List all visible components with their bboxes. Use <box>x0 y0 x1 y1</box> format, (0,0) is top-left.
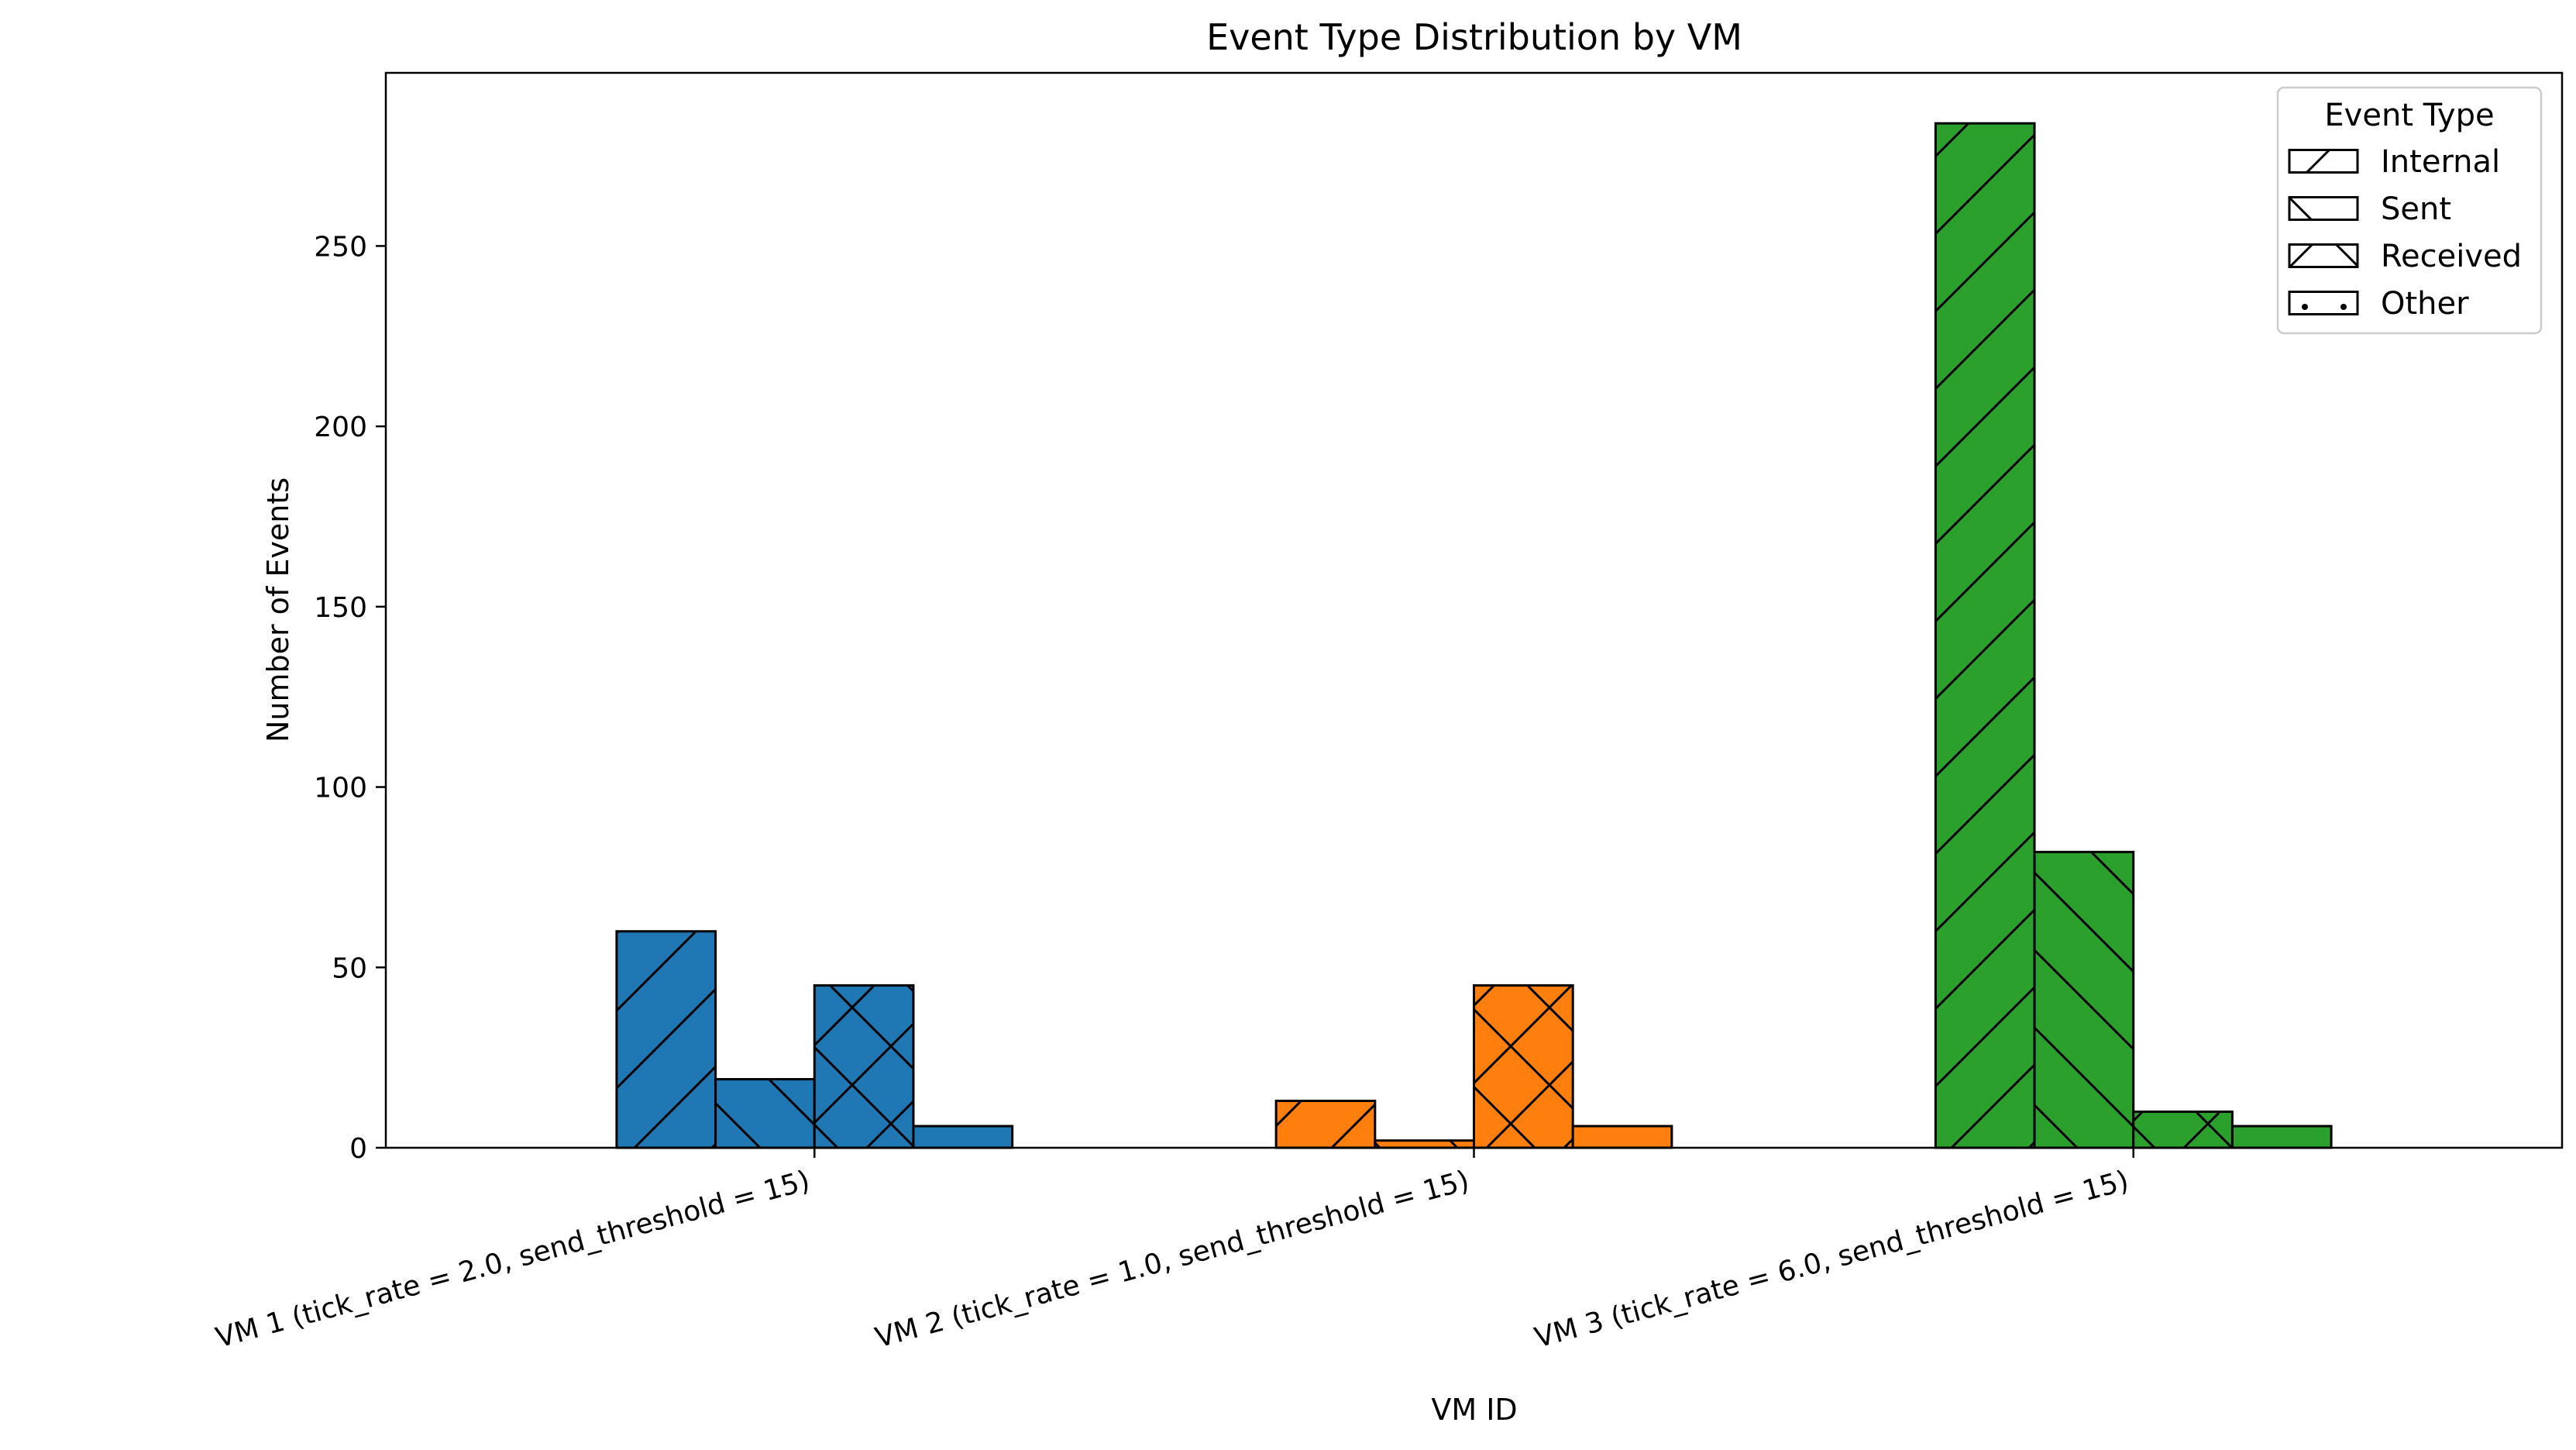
legend-label-internal: Internal <box>2381 144 2500 180</box>
legend-label-other: Other <box>2381 286 2469 322</box>
bar-hatch-vm2-other <box>1571 1125 1673 1149</box>
y-tick-label: 50 <box>332 952 367 984</box>
legend-swatch-sent <box>2288 196 2359 221</box>
y-tick-label: 100 <box>314 773 367 804</box>
legend-swatch-other <box>2288 291 2359 315</box>
bars-group <box>615 122 2333 1149</box>
y-axis-label: Number of Events <box>261 477 295 742</box>
bar-hatch-vm2-received <box>1473 984 1574 1149</box>
x-axis-ticks: VM 1 (tick_rate = 2.0, send_threshold = … <box>212 1148 2134 1355</box>
y-tick-label: 200 <box>314 412 367 443</box>
y-tick-label: 250 <box>314 231 367 263</box>
x-tick-label-vm2: VM 2 (tick_rate = 1.0, send_threshold = … <box>872 1165 1473 1354</box>
bar-hatch-vm2-internal <box>1274 1099 1377 1149</box>
bar-hatch-vm2-sent <box>1374 1139 1476 1149</box>
y-tick-label: 150 <box>314 592 367 624</box>
bar-hatch-vm1-other <box>912 1125 1014 1149</box>
legend-title: Event Type <box>2324 98 2494 133</box>
x-tick-label-vm3: VM 3 (tick_rate = 6.0, send_threshold = … <box>1532 1165 2132 1354</box>
bar-hatch-vm3-internal <box>1934 122 2036 1149</box>
legend-swatch-received <box>2288 243 2359 268</box>
bar-hatch-vm3-sent <box>2033 850 2135 1149</box>
y-tick-label: 0 <box>349 1133 367 1165</box>
chart-title: Event Type Distribution by VM <box>1206 16 1742 58</box>
plot-frame <box>384 71 2564 1149</box>
bar-hatch-vm1-received <box>813 984 915 1149</box>
legend-swatch-internal <box>2288 149 2359 174</box>
bar-hatch-vm1-sent <box>714 1078 816 1149</box>
x-axis-label: VM ID <box>1431 1393 1517 1427</box>
legend: Event Type Internal Sent Received Other <box>2276 86 2543 335</box>
bar-hatch-vm1-internal <box>615 930 717 1149</box>
x-tick-label-vm1: VM 1 (tick_rate = 2.0, send_threshold = … <box>212 1165 813 1354</box>
legend-label-received: Received <box>2381 239 2522 274</box>
legend-label-sent: Sent <box>2381 191 2451 227</box>
bar-hatch-vm3-other <box>2230 1125 2333 1149</box>
bar-hatch-vm3-received <box>2132 1110 2234 1149</box>
y-axis-ticks: 0 50 100 150 200 250 <box>314 231 386 1165</box>
